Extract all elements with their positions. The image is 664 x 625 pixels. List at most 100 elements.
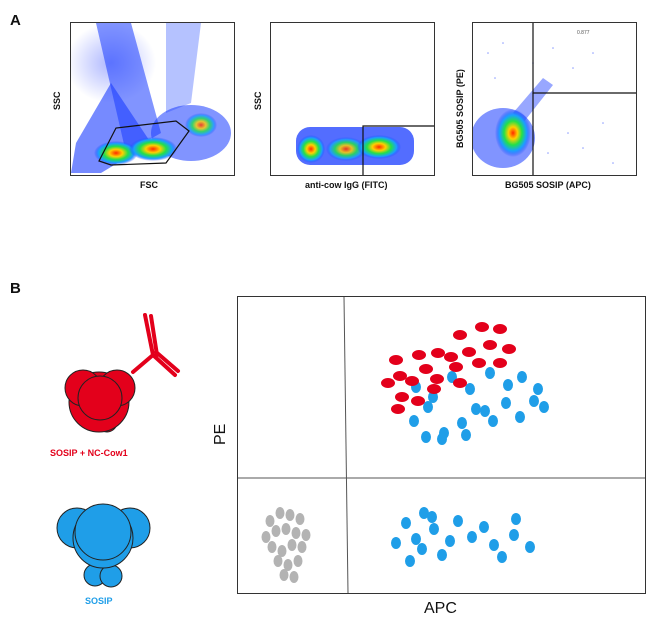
red-dot	[444, 352, 458, 362]
plot2-xlabel: anti-cow IgG (FITC)	[305, 180, 388, 190]
blue-dot	[453, 515, 463, 527]
flow-plot-fsc-ssc	[70, 22, 235, 176]
red-dot	[381, 378, 395, 388]
plot1-xlabel: FSC	[140, 180, 158, 190]
panel-a-letter: A	[10, 12, 21, 29]
flow-plot-fitc-ssc	[270, 22, 435, 176]
blue-dot	[533, 383, 543, 395]
gray-dot	[287, 539, 297, 551]
blue-dot	[525, 541, 535, 553]
blue-dot	[485, 367, 495, 379]
red-dot	[431, 348, 445, 358]
blue-dot	[465, 383, 475, 395]
blue-dot	[539, 401, 549, 413]
gray-dot	[285, 509, 295, 521]
blue-dot	[437, 433, 447, 445]
blue-dot	[429, 523, 439, 535]
apc-axis-label: APC	[424, 600, 457, 617]
plot3-xlabel: BG505 SOSIP (APC)	[505, 180, 591, 190]
red-dot	[453, 330, 467, 340]
blue-dot	[457, 417, 467, 429]
blue-dot	[517, 371, 527, 383]
plot2-ylabel: SSC	[253, 91, 263, 110]
blue-dot	[480, 405, 490, 417]
blue-dot	[437, 549, 447, 561]
gray-dot	[275, 507, 285, 519]
gray-dot	[291, 527, 301, 539]
blue-dot	[423, 401, 433, 413]
blue-dot	[419, 507, 429, 519]
blue-dot	[405, 555, 415, 567]
blue-dot	[497, 551, 507, 563]
red-dot	[419, 364, 433, 374]
blue-dot	[427, 511, 437, 523]
sosip-antibody-illustration	[64, 313, 180, 433]
red-dot	[449, 362, 463, 372]
fsc-ssc-density	[71, 23, 231, 173]
pe-axis-label: PE	[212, 423, 229, 445]
gray-dot	[283, 559, 293, 571]
apc-pe-density	[473, 23, 636, 175]
quadrant-dots	[238, 297, 645, 593]
gray-dot	[273, 555, 283, 567]
red-dot	[472, 358, 486, 368]
blue-dot	[461, 429, 471, 441]
gray-dot	[267, 541, 277, 553]
red-dot	[493, 358, 507, 368]
red-dot	[395, 392, 409, 402]
red-dot	[462, 347, 476, 357]
red-dot	[405, 376, 419, 386]
blue-dot	[417, 543, 427, 555]
blue-dot	[503, 379, 513, 391]
blue-dot	[509, 529, 519, 541]
red-dot	[389, 355, 403, 365]
gray-dot	[297, 541, 307, 553]
plot1-ylabel: SSC	[52, 91, 62, 110]
blue-dot	[428, 391, 438, 403]
gray-dot	[295, 513, 305, 525]
quadrant-plot	[237, 296, 646, 594]
flow-plot-apc-pe: 0.877	[472, 22, 637, 176]
fitc-ssc-density	[296, 125, 434, 175]
blue-dot	[501, 397, 511, 409]
red-dot	[483, 340, 497, 350]
blue-dot	[471, 403, 481, 415]
red-dot	[453, 378, 467, 388]
red-dot	[427, 384, 441, 394]
gray-dot	[271, 525, 281, 537]
plot3-ylabel: BG505 SOSIP (PE)	[455, 69, 465, 148]
blue-dot	[488, 415, 498, 427]
red-dot	[502, 344, 516, 354]
blue-dot	[479, 521, 489, 533]
red-dot	[393, 371, 407, 381]
blue-dot	[409, 415, 419, 427]
sosip-nc-cow1-caption: SOSIP + NC-Cow1	[50, 448, 128, 458]
red-dot	[493, 324, 507, 334]
gray-dot	[293, 555, 303, 567]
panel-b-letter: B	[10, 280, 21, 297]
blue-dot	[515, 411, 525, 423]
gray-dot	[301, 529, 311, 541]
red-dot	[412, 350, 426, 360]
blue-dot	[421, 431, 431, 443]
red-dot	[475, 322, 489, 332]
sosip-caption: SOSIP	[85, 596, 113, 606]
sosip-illustration	[56, 503, 151, 588]
blue-dot	[445, 535, 455, 547]
gate-value: 0.877	[577, 30, 590, 36]
gray-dot	[289, 571, 299, 583]
gray-dot	[261, 531, 271, 543]
red-dot	[391, 404, 405, 414]
blue-dot	[529, 395, 539, 407]
blue-dot	[391, 537, 401, 549]
red-dot	[411, 396, 425, 406]
blue-dot	[411, 533, 421, 545]
antibody-icon	[131, 313, 180, 377]
gray-dot	[265, 515, 275, 527]
red-dot	[430, 374, 444, 384]
blue-dot	[467, 531, 477, 543]
gray-dot	[277, 545, 287, 557]
blue-dot	[511, 513, 521, 525]
blue-dot	[401, 517, 411, 529]
blue-dot	[489, 539, 499, 551]
